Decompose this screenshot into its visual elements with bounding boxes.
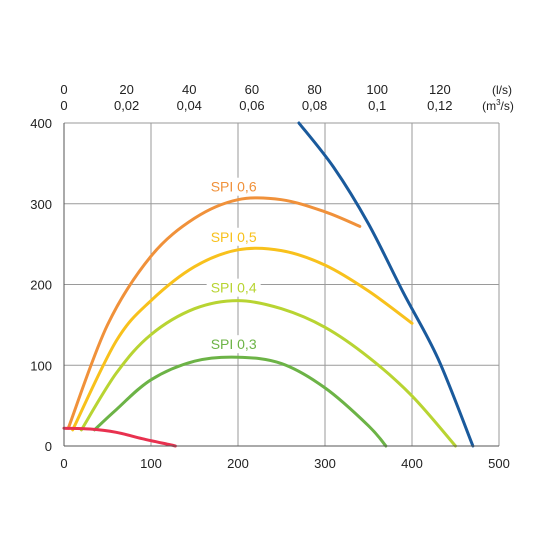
top-axis-unit-m3s: (m3/s) [482, 98, 514, 113]
top-tick-label-ls: 120 [429, 82, 451, 97]
top-tick-label-ls: 100 [366, 82, 388, 97]
top-tick-label-ls: 40 [182, 82, 196, 97]
y-tick-label: 100 [30, 358, 52, 373]
series-label-background [206, 227, 261, 246]
x-tick-label: 300 [314, 456, 336, 471]
top-tick-label-m3s: 0,12 [427, 98, 452, 113]
labels: 0 100 200 300 400 500 0 100 200 300 400 0 20 40 60 80 10… [30, 82, 510, 471]
series-label: SPI 0,6 [211, 179, 257, 195]
top-tick-label-ls: 0 [60, 82, 67, 97]
y-tick-label: 400 [30, 116, 52, 131]
top-tick-label-m3s: 0,02 [114, 98, 139, 113]
series-label: SPI 0,3 [211, 336, 257, 352]
series-label: SPI 0,4 [211, 280, 257, 296]
x-tick-label: 0 [60, 456, 67, 471]
series-label-background [206, 177, 261, 196]
axes [63, 123, 499, 447]
y-tick-label: 0 [45, 439, 52, 454]
series-line-spi-0-3 [93, 355, 388, 448]
series-group [62, 121, 475, 448]
series-line-spi-0-6 [66, 196, 362, 430]
top-tick-label-ls: 80 [307, 82, 321, 97]
y-tick-label: 200 [30, 278, 52, 293]
series-line-spi-0-5 [71, 246, 414, 432]
series-line-unnamed-4 [297, 121, 475, 448]
series-label-background [206, 278, 261, 297]
top-tick-label-m3s: 0 [60, 98, 67, 113]
series-label: SPI 0,5 [211, 229, 257, 245]
x-tick-label: 400 [401, 456, 423, 471]
x-tick-label: 100 [140, 456, 162, 471]
top-tick-label-m3s: 0,04 [177, 98, 202, 113]
x-tick-label: 500 [488, 456, 510, 471]
series-line-spi-0-4 [79, 299, 457, 448]
top-axis-unit-ls: (l/s) [492, 83, 512, 97]
top-tick-label-m3s: 0,08 [302, 98, 327, 113]
top-tick-label-ls: 20 [119, 82, 133, 97]
series-label-background [206, 335, 261, 354]
top-tick-label-m3s: 0,1 [368, 98, 386, 113]
top-tick-label-ls: 60 [245, 82, 259, 97]
grid [64, 122, 500, 446]
top-tick-label-m3s: 0,06 [239, 98, 264, 113]
y-tick-label: 300 [30, 197, 52, 212]
x-tick-label: 200 [227, 456, 249, 471]
series-line-unnamed-5 [62, 426, 177, 448]
